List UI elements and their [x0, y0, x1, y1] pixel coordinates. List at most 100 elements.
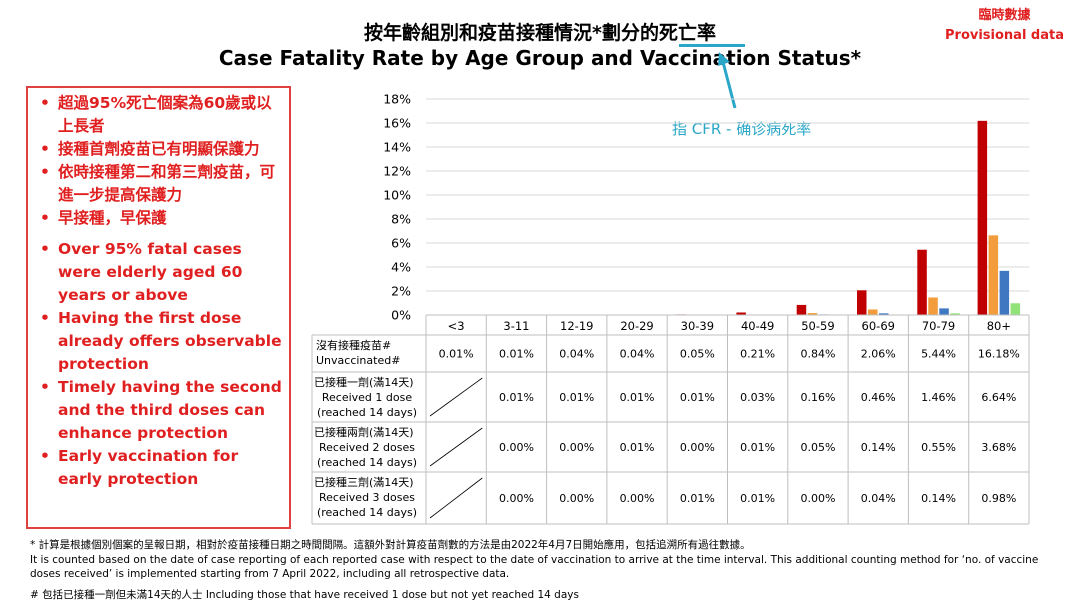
bar-3-70-79 [939, 308, 949, 315]
data-label: 0.04% [620, 348, 655, 361]
key-message-zh-2: 接種首劑疫苗已有明顯保護力 [40, 138, 283, 161]
key-message-zh-1: 超過95%死亡個案為60歲或以上長者 [40, 92, 283, 138]
chart-title-zh: 按年齡組別和疫苗接種情況*劃分的死亡率 [364, 22, 716, 44]
bar-4-80+ [1010, 303, 1021, 315]
category-label: 12-19 [560, 319, 593, 333]
data-label: 0.03% [740, 391, 775, 404]
row-label-en: Unvaccinated# [316, 354, 400, 367]
data-label: 0.00% [499, 492, 534, 505]
row-label-en: Received 3 doses [319, 491, 415, 504]
key-messages-en: Over 95% fatal cases were elderly aged 6… [34, 238, 283, 491]
category-label: 3-11 [503, 319, 529, 333]
data-label: 0.01% [620, 441, 655, 454]
data-label: 5.44% [921, 348, 956, 361]
category-label: 70-79 [922, 319, 955, 333]
data-label: 0.01% [740, 441, 775, 454]
data-label: 3.68% [981, 441, 1016, 454]
bar-1-40-49 [736, 312, 746, 315]
y-tick-label: 6% [391, 236, 411, 251]
bar-4-70-79 [950, 313, 960, 315]
y-tick-label: 12% [383, 164, 411, 179]
row-label-en: (reached 14 days) [317, 506, 417, 519]
footnote-1-en-a: It is counted based on the date of case … [30, 554, 1039, 566]
key-message-zh-4: 早接種，早保護 [40, 207, 283, 230]
data-label: 6.64% [981, 391, 1016, 404]
bar-1-80+ [977, 120, 988, 315]
footnote-1-zh: * 計算是根據個別個案的呈報日期，相對於疫苗接種日期之時間間隔。這額外對計算疫苗… [30, 539, 751, 551]
category-label: 30-39 [681, 319, 714, 333]
footnote-1-en-b: doses received’ is implemented starting … [30, 568, 510, 580]
row-label-zh: 已接種兩劑(滿14天) [314, 425, 414, 439]
key-messages-box: 超過95%死亡個案為60歲或以上長者 接種首劑疫苗已有明顯保護力 依時接種第二和… [26, 86, 291, 529]
footnote-2: # 包括已接種一劑但未滿14天的人士 Including those that … [30, 589, 579, 601]
empty-cell-diagonal [429, 427, 483, 467]
category-label: 20-29 [620, 319, 653, 333]
key-message-zh-3: 依時接種第二和第三劑疫苗，可進一步提高保護力 [40, 161, 283, 207]
key-message-en-3: Timely having the second and the third d… [40, 376, 283, 445]
data-label: 0.46% [861, 391, 896, 404]
key-message-en-2: Having the first dose already offers obs… [40, 307, 283, 376]
bar-1-60-69 [857, 290, 867, 315]
provisional-label-zh: 臨時數據 [978, 8, 1031, 23]
data-label: 0.00% [559, 441, 594, 454]
row-label-zh: 沒有接種疫苗# [316, 338, 391, 352]
data-label: 0.00% [800, 492, 835, 505]
bar-3-60-69 [879, 313, 889, 315]
data-label: 0.55% [921, 441, 956, 454]
data-label: 0.21% [740, 348, 775, 361]
y-tick-label: 2% [391, 284, 411, 299]
data-label: 0.04% [861, 492, 896, 505]
cfr-annotation: 指 CFR - 确诊病死率 [672, 120, 812, 138]
bar-1-50-59 [796, 304, 807, 315]
y-tick-label: 4% [391, 260, 411, 275]
key-message-en-4: Early vaccination for early protection [40, 445, 283, 491]
row-label-en: Received 1 dose [322, 391, 412, 404]
key-messages-zh: 超過95%死亡個案為60歲或以上長者 接種首劑疫苗已有明顯保護力 依時接種第二和… [34, 92, 283, 230]
category-label: 40-49 [741, 319, 774, 333]
category-label: <3 [448, 319, 465, 333]
data-label: 0.98% [981, 492, 1016, 505]
category-label: 60-69 [862, 319, 895, 333]
data-label: 0.01% [499, 391, 534, 404]
row-label-zh: 已接種三劑(滿14天) [314, 475, 414, 489]
data-label: 16.18% [978, 348, 1020, 361]
category-label: 50-59 [801, 319, 834, 333]
row-label-en: Received 2 doses [319, 441, 415, 454]
empty-cell-diagonal [429, 377, 483, 417]
y-tick-label: 10% [383, 188, 411, 203]
data-label: 0.14% [921, 492, 956, 505]
data-label: 0.01% [499, 348, 534, 361]
y-tick-label: 0% [391, 308, 411, 323]
data-label: 0.00% [620, 492, 655, 505]
annotation-arrow-icon [718, 52, 737, 109]
provisional-data-note: 臨時數據 Provisional data [945, 6, 1064, 46]
data-label: 0.84% [800, 348, 835, 361]
bar-1-70-79 [917, 249, 927, 315]
data-label: 0.01% [680, 492, 715, 505]
data-label: 0.01% [620, 391, 655, 404]
empty-cell-diagonal [429, 477, 483, 519]
row-label-zh: 已接種一劑(滿14天) [314, 375, 414, 389]
data-label: 0.04% [559, 348, 594, 361]
y-tick-label: 14% [383, 140, 411, 155]
category-label: 80+ [987, 319, 1011, 333]
data-label: 0.01% [439, 348, 474, 361]
bar-3-80+ [999, 270, 1010, 315]
data-label: 0.16% [800, 391, 835, 404]
data-label: 1.46% [921, 391, 956, 404]
key-message-en-1: Over 95% fatal cases were elderly aged 6… [40, 238, 283, 307]
data-label: 2.06% [861, 348, 896, 361]
data-label: 0.01% [740, 492, 775, 505]
bar-2-70-79 [928, 297, 938, 315]
row-label-en: (reached 14 days) [317, 456, 417, 469]
bar-2-50-59 [807, 313, 818, 315]
y-tick-label: 18% [383, 92, 411, 107]
y-tick-label: 8% [391, 212, 411, 227]
bar-2-60-69 [868, 309, 878, 315]
data-label: 0.00% [499, 441, 534, 454]
title-highlight-underline [679, 44, 745, 47]
row-label-en: (reached 14 days) [317, 406, 417, 419]
data-label: 0.00% [680, 441, 715, 454]
data-label: 0.01% [559, 391, 594, 404]
